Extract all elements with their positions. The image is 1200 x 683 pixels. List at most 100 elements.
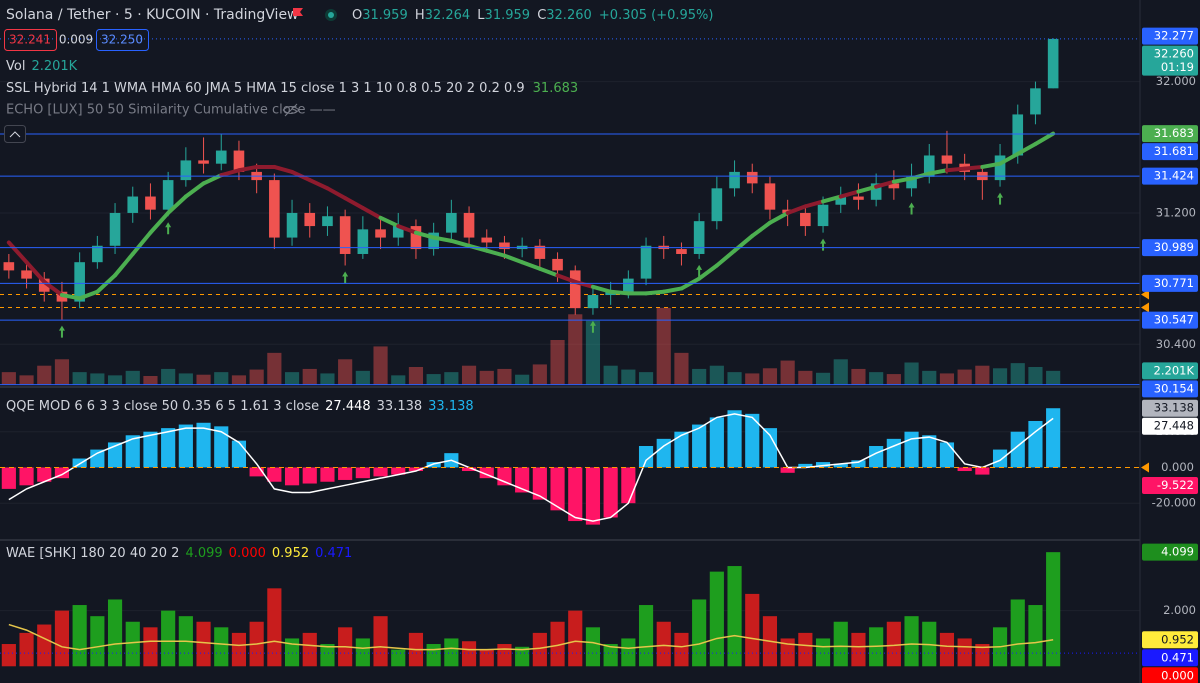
badge-countdown: 01:19: [1161, 60, 1194, 74]
collapse-icon: [9, 131, 21, 138]
qqe-bar: [674, 431, 689, 468]
candle-body: [233, 150, 245, 172]
price-badge: [1142, 274, 1198, 292]
badge-label: 30.547: [1154, 313, 1194, 327]
badge-label: 0.471: [1161, 650, 1194, 664]
qqe-bar: [869, 446, 884, 468]
qqe-bar: [745, 413, 760, 468]
volume-bar: [125, 370, 140, 385]
ssl-line: [360, 206, 383, 220]
candle-body: [853, 196, 864, 200]
volume-bar: [231, 375, 247, 385]
wae-bar: [532, 632, 547, 667]
qqe-label: QQE MOD 6 6 3 3 close 50 0.35 6 5 1.61 3…: [6, 399, 319, 414]
qqe-bar: [709, 417, 724, 468]
badge-label: 0.000: [1161, 460, 1194, 474]
qqe-legend[interactable]: QQE MOD 6 6 3 3 close 50 0.35 6 5 1.61 3…: [6, 399, 474, 414]
wae-bar: [37, 624, 52, 667]
wae-bar: [621, 638, 636, 667]
wae-label: WAE [SHK] 180 20 40 20 2: [6, 546, 179, 561]
candle-body: [21, 270, 32, 279]
candle-body: [339, 216, 351, 254]
wae-bar: [975, 644, 990, 667]
symbol-title[interactable]: Solana / Tether · 5 · KUCOIN · TradingVi…: [6, 7, 299, 23]
ssl-legend[interactable]: SSL Hybrid 14 1 WMA HMA 60 JMA 5 HMA 15 …: [6, 81, 578, 96]
candle-body: [676, 249, 687, 254]
flag-icon[interactable]: [293, 8, 303, 16]
qqe-bar: [550, 467, 565, 511]
ssl-line: [555, 273, 578, 284]
qqe-bar: [515, 467, 530, 493]
qqe-bar: [992, 449, 1008, 468]
candle-body: [215, 150, 227, 164]
y-tick-label: 32.000: [1156, 74, 1196, 88]
status-dot: [328, 12, 334, 18]
candle-body: [587, 295, 599, 309]
ssl-line: [484, 248, 507, 258]
ssl-line: [113, 251, 135, 278]
volume-legend[interactable]: Vol 2.201K: [6, 59, 78, 74]
volume-bar: [674, 352, 689, 385]
candle-body: [711, 188, 723, 222]
wae-bar: [161, 610, 176, 667]
y-tick-label: 2.000: [1163, 603, 1196, 617]
badge-label: 31.683: [1154, 126, 1194, 140]
level-marker: [1141, 289, 1149, 300]
candle-body: [392, 226, 404, 238]
y-tick-label: 31.200: [1156, 205, 1196, 219]
wae-value: 0.000: [229, 546, 266, 561]
wae-bar: [1, 644, 16, 667]
volume-value: 2.201K: [31, 59, 77, 74]
volume-bar: [90, 373, 105, 385]
volume-bar: [957, 369, 972, 385]
hidden-icon[interactable]: [282, 103, 300, 117]
ssl-line: [502, 253, 525, 265]
wae-bar: [19, 632, 34, 667]
qqe-bar: [1, 467, 16, 489]
ask-price[interactable]: 32.250: [101, 33, 143, 47]
qqe-bar: [939, 442, 955, 468]
ssl-line: [714, 248, 737, 268]
ssl-line: [998, 151, 1020, 166]
zero-marker: [1141, 462, 1149, 473]
ssl-line: [219, 168, 241, 178]
sell-button[interactable]: [4, 29, 57, 51]
wae-explosion-line: [8, 623, 1054, 651]
collapse-button[interactable]: [4, 125, 26, 143]
badge-label: 30.771: [1154, 276, 1194, 290]
volume-bar: [426, 374, 441, 385]
wae-bar: [833, 621, 848, 667]
wae-bar: [143, 627, 158, 667]
buy-signal: [165, 222, 172, 235]
qqe-bar: [125, 435, 140, 468]
qqe-bar: [1010, 431, 1025, 468]
candle-body: [764, 183, 776, 210]
qqe-bar: [320, 467, 335, 482]
bid-price[interactable]: 32.241: [9, 33, 51, 47]
volume-bar: [585, 320, 601, 385]
echo-legend[interactable]: ECHO [LUX] 50 50 Similarity Cumulative c…: [6, 103, 336, 118]
candle-body: [1047, 38, 1059, 89]
volume-bar: [780, 360, 795, 385]
badge-label: 32.277: [1154, 29, 1194, 43]
qqe-bar: [338, 467, 353, 480]
wae-legend[interactable]: WAE [SHK] 180 20 40 20 2 4.099 0.000 0.952 0…: [6, 546, 352, 561]
wae-bar: [851, 632, 866, 667]
price-badge: [1142, 27, 1198, 45]
volume-bar: [320, 373, 335, 385]
qqe-bar: [1046, 408, 1061, 468]
volume-bar: [992, 368, 1008, 385]
qqe-bar: [408, 467, 424, 472]
price-badge: [1142, 125, 1198, 143]
volume-bar: [107, 375, 123, 385]
wae-bar: [284, 638, 300, 667]
qqe-bar: [426, 462, 441, 468]
wae-bar: [939, 632, 955, 667]
qqe-bar: [585, 467, 601, 525]
candle-body: [145, 196, 156, 210]
qqe-bar: [461, 467, 477, 472]
buy-button[interactable]: [96, 29, 149, 51]
ssl-line: [396, 224, 418, 235]
volume-bar: [1, 372, 16, 385]
